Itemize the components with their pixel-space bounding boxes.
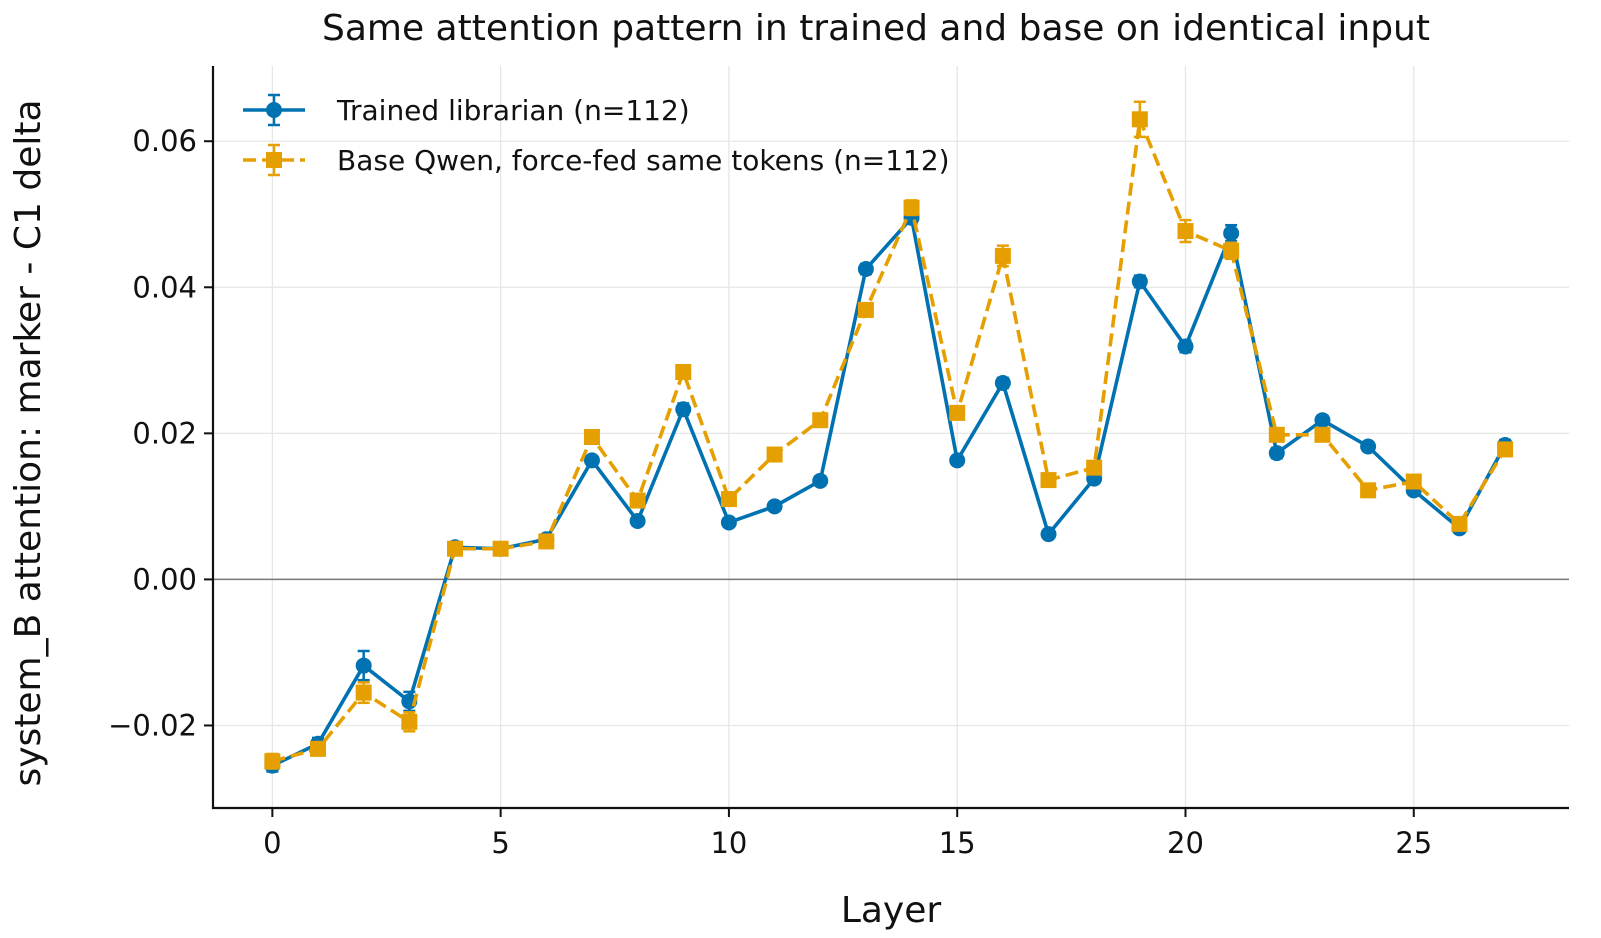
data-point [492, 540, 509, 557]
data-point [720, 514, 737, 531]
data-point [629, 512, 646, 529]
axes [211, 66, 1569, 810]
y-axis-label: system_B attention: marker - C1 delta [8, 99, 49, 786]
data-point [1360, 438, 1377, 455]
data-point [812, 412, 829, 429]
plot-series [264, 100, 1514, 774]
legend-label: Base Qwen, force-fed same tokens (n=112) [337, 144, 950, 177]
data-point [766, 498, 783, 515]
x-axis-ticks: 0 5 10 15 20 25 [263, 808, 1432, 860]
data-point [355, 684, 372, 701]
y-tick-label: 0.02 [132, 416, 197, 450]
data-point [994, 374, 1011, 391]
data-point [1497, 441, 1514, 458]
y-axis-ticks: −0.02 0.00 0.02 0.04 0.06 [108, 124, 213, 742]
series-line [271, 216, 1507, 768]
data-point [903, 199, 920, 216]
data-point [583, 429, 600, 445]
data-point [264, 753, 281, 770]
data-point [1131, 111, 1148, 128]
data-point [766, 446, 783, 463]
data-point [1177, 223, 1194, 240]
data-point [1040, 472, 1057, 489]
data-point [629, 492, 646, 509]
data-point [720, 491, 737, 508]
data-point [1086, 459, 1103, 476]
x-tick-label: 10 [710, 826, 747, 860]
data-point [675, 401, 692, 418]
x-axis-label: Layer [841, 890, 942, 931]
legend-entry-1: Trained librarian (n=112) [243, 93, 690, 127]
data-point [1223, 242, 1240, 259]
x-tick-label: 5 [491, 826, 509, 860]
x-tick-label: 25 [1395, 826, 1432, 860]
y-tick-label: 0.00 [132, 562, 197, 596]
data-point [1268, 445, 1285, 462]
data-point [1451, 515, 1468, 532]
data-point [1040, 526, 1057, 543]
x-tick-label: 20 [1167, 826, 1204, 860]
x-tick-label: 0 [263, 826, 281, 860]
data-point [1131, 273, 1148, 290]
legend-marker [266, 152, 282, 168]
legend-entry-2: Base Qwen, force-fed same tokens (n=112) [243, 143, 950, 177]
y-tick-label: 0.04 [132, 270, 197, 304]
data-point [446, 540, 463, 557]
data-point [355, 657, 372, 674]
data-point [1405, 473, 1422, 490]
y-tick-label: 0.06 [132, 124, 197, 158]
legend-label: Trained librarian (n=112) [336, 94, 690, 127]
data-point [812, 472, 829, 489]
data-point [1268, 426, 1285, 443]
data-point [994, 247, 1011, 264]
data-point [538, 533, 555, 550]
data-point [1314, 426, 1331, 443]
data-point [401, 713, 418, 730]
data-point [1314, 412, 1331, 429]
series-1 [264, 209, 1514, 774]
series-2 [264, 100, 1514, 770]
data-point [310, 740, 327, 757]
series-line [271, 117, 1507, 763]
data-point [949, 452, 966, 469]
data-point [949, 404, 966, 421]
data-point [675, 364, 692, 381]
x-tick-label: 15 [939, 826, 976, 860]
data-point [1223, 225, 1240, 242]
y-tick-label: −0.02 [108, 708, 197, 742]
data-point [583, 452, 600, 469]
data-point [1177, 338, 1194, 355]
data-point [857, 301, 874, 318]
data-point [857, 261, 874, 278]
legend: Trained librarian (n=112) Base Qwen, forc… [243, 93, 950, 177]
legend-marker [266, 102, 282, 118]
data-point [1360, 482, 1377, 499]
chart-title: Same attention pattern in trained and ba… [322, 8, 1430, 49]
